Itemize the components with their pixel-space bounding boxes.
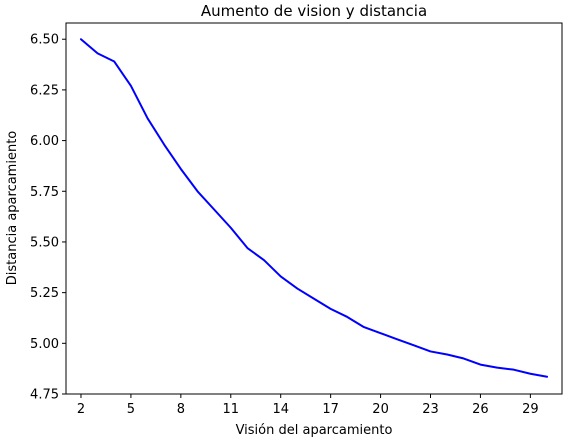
series-line xyxy=(79,38,549,378)
x-tick-label: 2 xyxy=(77,402,85,417)
x-tick-label: 17 xyxy=(322,402,339,417)
x-axis-ticks: 2 5 8 11 14 17 20 23 26 29 xyxy=(77,394,539,417)
x-tick-label: 29 xyxy=(522,402,539,417)
y-tick-label: 6.50 xyxy=(30,33,59,48)
x-tick-label: 26 xyxy=(472,402,489,417)
chart-title: Aumento de vision y distancia xyxy=(201,2,427,20)
y-tick-label: 5.75 xyxy=(30,185,59,200)
x-tick-label: 20 xyxy=(372,402,389,417)
x-tick-label: 11 xyxy=(223,402,240,417)
series-layer xyxy=(79,38,549,378)
y-tick-label: 4.75 xyxy=(30,388,59,403)
x-tick-label: 8 xyxy=(177,402,185,417)
x-axis-label: Visión del aparcamiento xyxy=(236,423,393,438)
y-tick-label: 6.00 xyxy=(30,134,59,149)
y-tick-label: 5.50 xyxy=(30,235,59,250)
y-tick-label: 5.00 xyxy=(30,337,59,352)
y-axis-label: Distancia aparcamiento xyxy=(5,131,20,286)
y-tick-label: 5.25 xyxy=(30,286,59,301)
y-axis-ticks: 4.75 5.00 5.25 5.50 5.75 6.00 6.25 6.50 xyxy=(30,33,66,403)
x-tick-label: 23 xyxy=(422,402,439,417)
plot-background xyxy=(66,23,562,394)
x-tick-label: 5 xyxy=(127,402,135,417)
x-tick-label: 14 xyxy=(272,402,289,417)
y-tick-label: 6.25 xyxy=(30,83,59,98)
plot-frame xyxy=(65,22,563,395)
